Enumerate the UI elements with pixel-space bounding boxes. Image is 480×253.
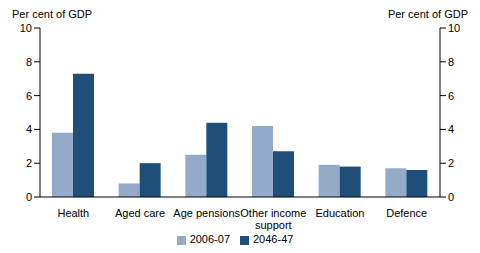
svg-text:2: 2 [448, 157, 454, 169]
svg-text:4: 4 [26, 123, 32, 135]
html-text:2046-47: 2046-47 [253, 233, 294, 245]
svg-text:10: 10 [448, 22, 460, 34]
html-text:2006-07: 2006-07 [189, 233, 230, 245]
svg-text:Defence: Defence [386, 207, 427, 219]
svg-text:6: 6 [448, 90, 454, 102]
svg-text:0: 0 [448, 191, 454, 203]
svg-text:Other incomesupport: Other incomesupport [240, 207, 306, 231]
svg-text:10: 10 [20, 22, 32, 34]
svg-text:Health: Health [57, 207, 89, 219]
html-text:Per cent of GDP: Per cent of GDP [12, 8, 93, 20]
svg-text:2: 2 [26, 157, 32, 169]
svg-text:8: 8 [26, 56, 32, 68]
svg-text:Education: Education [316, 207, 365, 219]
svg-text:4: 4 [448, 123, 454, 135]
svg-text:Aged care: Aged care [115, 207, 165, 219]
html-text:Per cent of GDP: Per cent of GDP [387, 8, 468, 20]
svg-text:6: 6 [26, 90, 32, 102]
svg-text:Age pensions: Age pensions [173, 207, 240, 219]
svg-text:0: 0 [26, 191, 32, 203]
svg-text:8: 8 [448, 56, 454, 68]
